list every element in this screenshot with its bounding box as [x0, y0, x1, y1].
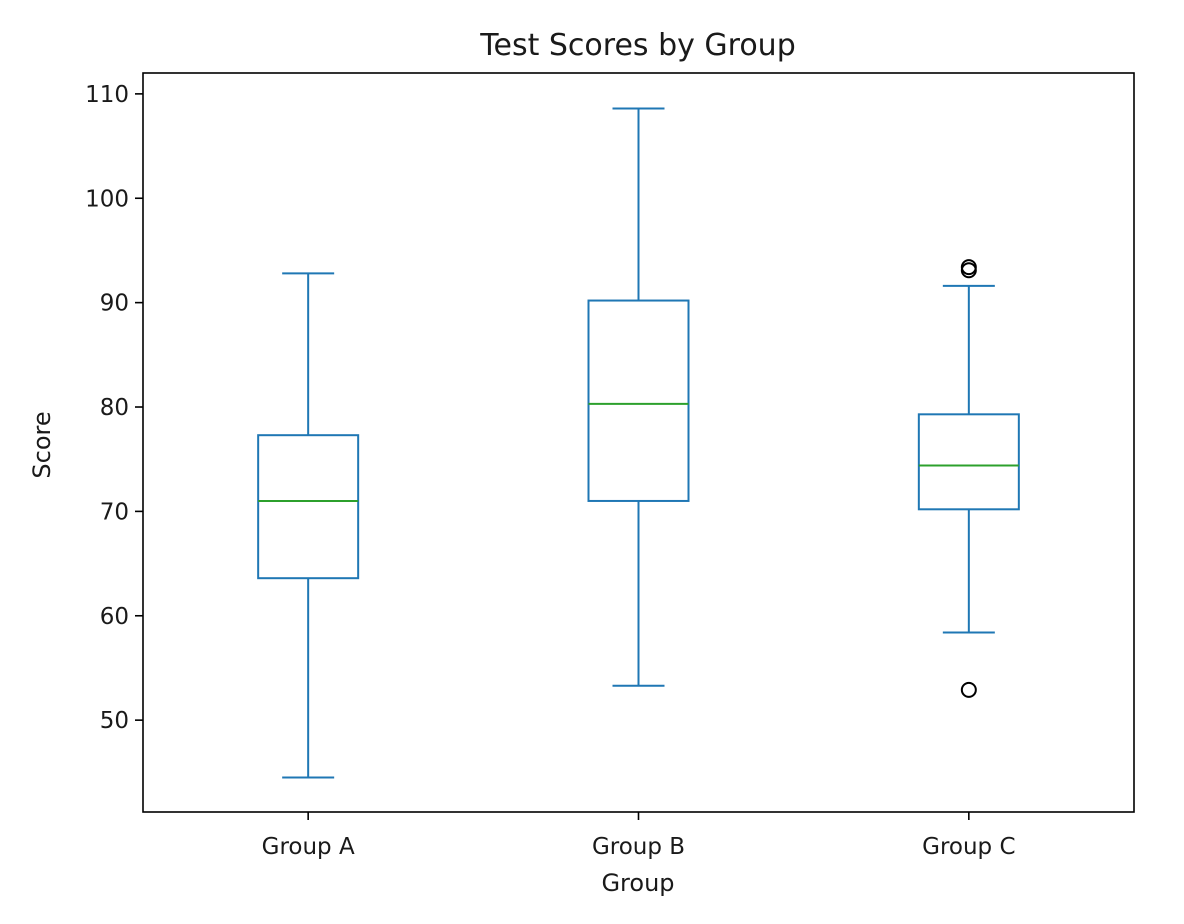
- x-axis-label: Group: [601, 869, 674, 897]
- y-tick-label: 70: [100, 499, 129, 525]
- box-group-2: [587, 107, 690, 687]
- y-tick-label: 110: [85, 82, 129, 108]
- outlier-point: [960, 259, 977, 276]
- iqr-box: [587, 299, 690, 502]
- plot-area: [257, 107, 1020, 779]
- y-tick-label: 100: [85, 186, 129, 212]
- outlier-point: [960, 262, 977, 279]
- y-axis-label: Score: [28, 411, 56, 478]
- iqr-box: [257, 434, 360, 580]
- y-tick-label: 90: [100, 291, 129, 317]
- axes: 50 60 70 80 90 100 110 Group A Group B Group C: [85, 72, 1135, 860]
- chart-title: Test Scores by Group: [479, 28, 795, 63]
- y-tick-label: 80: [100, 395, 129, 421]
- x-tick-label: Group C: [922, 834, 1015, 860]
- iqr-box: [917, 413, 1020, 511]
- x-tick-label: Group B: [592, 834, 685, 860]
- outlier-point: [960, 681, 977, 698]
- box-group-1: [257, 272, 360, 779]
- x-tick-label: Group A: [262, 834, 355, 860]
- box-group-3: [917, 259, 1020, 698]
- y-tick-label: 60: [100, 604, 129, 630]
- y-tick-label: 50: [100, 708, 129, 734]
